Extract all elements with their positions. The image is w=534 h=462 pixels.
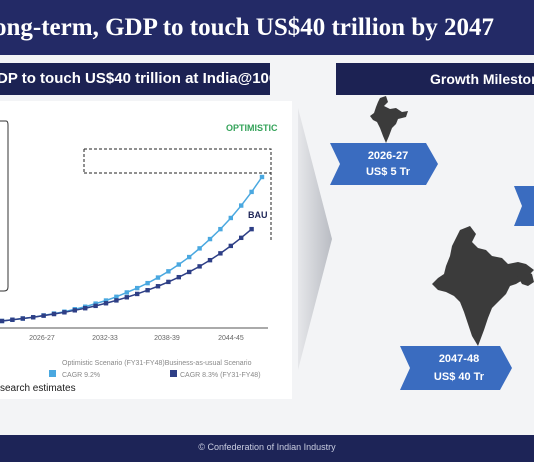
series-0-point-18 <box>187 254 192 260</box>
series-1-point-16 <box>166 279 171 285</box>
series-1-point-18 <box>187 269 192 275</box>
series-1-point-3 <box>31 315 36 320</box>
series-1-point-0 <box>0 318 5 324</box>
chart-panel <box>0 101 292 399</box>
milestones-header-text: Growth Milestor <box>430 71 534 87</box>
optimistic-label: OPTIMISTIC <box>226 123 278 133</box>
legend-label-bau: CAGR 8.3% (FY31-FY48) <box>180 372 261 379</box>
series-1-point-2 <box>20 316 25 321</box>
series-1-point-7 <box>72 308 77 313</box>
series-1-point-1 <box>10 317 15 322</box>
series-0-point-24 <box>249 189 254 195</box>
legend-caption: Optimistic Scenario (FY31-FY48)Business-… <box>62 360 252 367</box>
series-1-point-9 <box>93 303 98 309</box>
milestones-header: Growth Milestor <box>336 63 534 95</box>
series-0-point-17 <box>176 262 181 267</box>
series-line-1 <box>1 228 253 322</box>
x-tick-label-0: 2026-27 <box>29 335 55 342</box>
series-1-point-4 <box>41 313 46 318</box>
x-tick-label-3: 2044-45 <box>218 335 244 342</box>
india-map-large <box>432 226 534 346</box>
chart-frame <box>0 120 9 292</box>
series-1-point-8 <box>83 306 88 311</box>
legend-swatch-bau <box>170 370 177 377</box>
series-1-point-21 <box>218 251 223 256</box>
bau-label: BAU <box>248 210 268 220</box>
slide-title-bar: ong-term, GDP to touch US$40 trillion by… <box>0 0 534 55</box>
legend-label-optimistic: CAGR 9.2% <box>62 372 100 379</box>
chart-header: DP to touch US$40 trillion at India@100 <box>0 63 270 95</box>
source-note: search estimates <box>0 383 76 394</box>
series-0-point-13 <box>135 285 140 291</box>
milestone-2026-year: 2026-27 <box>367 150 409 162</box>
series-0-point-15 <box>155 275 161 280</box>
milestone-2047-value: US$ 40 Tr <box>433 371 485 383</box>
footer-text: © Confederation of Indian Industry <box>198 442 336 452</box>
x-ticks: 2026-27 2032-33 2038-39 2044-45 <box>29 335 244 342</box>
series-1-point-13 <box>135 291 140 297</box>
series-1-point-15 <box>155 284 161 289</box>
milestone-partial-arrow <box>514 186 534 226</box>
optimistic-target-line <box>84 148 272 241</box>
series-0-point-21 <box>218 226 223 232</box>
legend-swatch-optimistic <box>49 370 56 377</box>
series-1-point-20 <box>207 257 213 263</box>
footer-bar: © Confederation of Indian Industry <box>0 435 534 462</box>
series-1-point-5 <box>51 311 57 317</box>
series-1-point-22 <box>228 243 233 249</box>
series-0-point-9 <box>93 301 98 306</box>
series-0-point-14 <box>145 280 150 286</box>
series-0-point-20 <box>207 236 213 242</box>
series-0-point-11 <box>114 294 119 299</box>
series-0-point-12 <box>124 290 129 295</box>
series-1-point-23 <box>239 235 244 241</box>
series-1-point-19 <box>197 264 202 269</box>
gdp-line-chart: 2026-27 2032-33 2038-39 2044-45 OPTIMISTIC … <box>0 120 278 379</box>
milestone-2047-arrow <box>400 346 512 390</box>
series-0-point-10 <box>103 298 109 303</box>
series-0-point-23 <box>239 203 244 208</box>
x-tick-label-2: 2038-39 <box>154 335 180 342</box>
series-1-point-10 <box>103 301 109 306</box>
chart-header-text: DP to touch US$40 trillion at India@100 <box>0 70 270 87</box>
series-1-point-6 <box>62 310 67 315</box>
series-1-point-11 <box>114 298 119 303</box>
series-1-point-14 <box>145 288 150 293</box>
milestone-2026-value: US$ 5 Tr <box>365 166 411 178</box>
series-layer <box>0 174 265 324</box>
series-line-0 <box>1 176 263 322</box>
series-1-point-12 <box>124 295 129 300</box>
series-0-point-25 <box>259 174 265 180</box>
series-1-point-24 <box>249 226 254 232</box>
slide-title: ong-term, GDP to touch US$40 trillion by… <box>0 14 494 41</box>
series-0-point-16 <box>166 269 171 274</box>
india-map-small <box>370 96 408 143</box>
series-0-point-19 <box>197 246 202 251</box>
series-0-point-22 <box>228 215 233 221</box>
milestone-2047-year: 2047-48 <box>438 353 480 365</box>
series-1-point-17 <box>176 274 181 280</box>
x-tick-label-1: 2032-33 <box>92 335 118 342</box>
milestone-2026-arrow <box>330 143 438 185</box>
flow-arrow <box>298 108 332 370</box>
